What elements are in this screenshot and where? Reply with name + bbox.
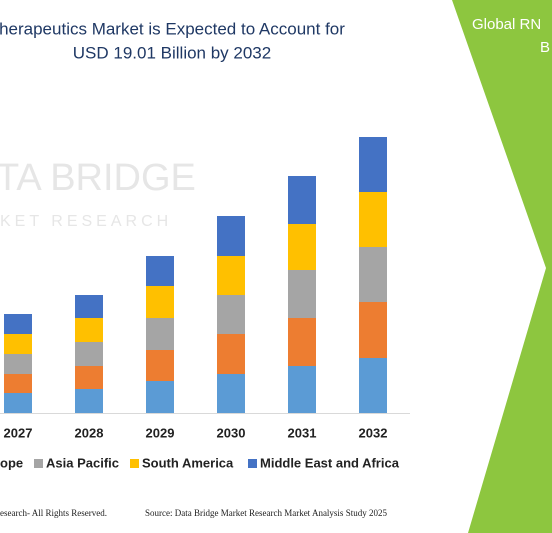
bar-segment [4,334,32,354]
bar-segment [359,247,387,302]
x-tick-label: 2028 [75,425,104,440]
x-tick-label: 2031 [288,425,317,440]
legend-label: Middle East and Africa [260,455,400,470]
x-tick-label: 2032 [359,425,388,440]
bar-segment [359,302,387,358]
watermark: KET RESEARCH [0,213,172,230]
bar-segment [4,314,32,334]
bar-segment [146,286,174,318]
bar-segment [217,256,245,295]
footer: Source: Data Bridge Market Research Mark… [145,508,387,518]
bar-segment [288,366,316,413]
bar-segment [288,270,316,318]
bar-segment [217,216,245,256]
bar-segment [75,295,103,318]
panel-title: B [540,39,550,56]
x-tick-label: 2027 [4,425,33,440]
legend-swatch [248,459,257,468]
x-tick-label: 2029 [146,425,175,440]
chart-subtitle: USD 19.01 Billion by 2032 [73,43,271,62]
bar-segment [217,374,245,413]
bar-segment [4,354,32,374]
bar-segment [146,256,174,286]
bar-segment [146,381,174,413]
bar-segment [146,318,174,350]
legend-label: South America [142,455,234,470]
bar-segment [359,137,387,192]
bar-segment [359,192,387,247]
bar-segment [4,374,32,393]
bar-segment [75,389,103,413]
bar-segment [75,342,103,366]
chart-title: herapeutics Market is Expected to Accoun… [0,19,345,38]
legend-swatch [34,459,43,468]
legend-swatch [130,459,139,468]
legend-label: ope [0,455,23,470]
bar-segment [288,318,316,366]
bar-segment [75,318,103,342]
x-tick-label: 2030 [217,425,246,440]
bar-segment [288,224,316,270]
legend-label: Asia Pacific [46,455,119,470]
watermark: TA BRIDGE [0,157,196,199]
bar-segment [146,350,174,381]
bar-segment [359,358,387,413]
footer: esearch- All Rights Reserved. [0,508,107,518]
panel-title: Global RN [472,16,541,33]
bar-segment [75,366,103,389]
bar-segment [217,334,245,374]
bar-segment [288,176,316,224]
bar-segment [4,393,32,413]
side-panel [452,0,552,533]
bar-segment [217,295,245,334]
